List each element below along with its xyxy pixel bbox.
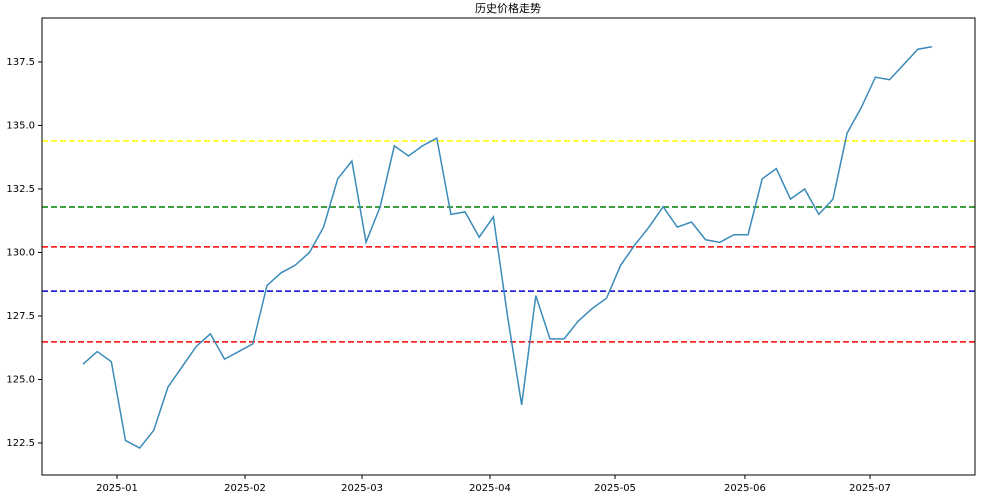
x-tick-label: 2025-06 <box>724 483 766 494</box>
x-tick-label: 2025-03 <box>341 483 383 494</box>
y-tick-label: 135.0 <box>6 120 35 131</box>
y-tick-label: 125.0 <box>6 374 35 385</box>
chart-title: 历史价格走势 <box>475 1 541 15</box>
x-tick-label: 2025-01 <box>96 483 138 494</box>
x-tick-label: 2025-05 <box>594 483 636 494</box>
x-tick-label: 2025-04 <box>469 483 511 494</box>
y-tick-label: 137.5 <box>6 57 35 68</box>
x-tick-label: 2025-07 <box>849 483 891 494</box>
y-tick-label: 132.5 <box>6 184 35 195</box>
x-tick-label: 2025-02 <box>224 483 266 494</box>
y-tick-label: 122.5 <box>6 438 35 449</box>
price-line <box>82 45 933 450</box>
plot-frame <box>41 17 976 476</box>
y-tick-label: 130.0 <box>6 247 35 258</box>
y-tick-label: 127.5 <box>6 311 35 322</box>
